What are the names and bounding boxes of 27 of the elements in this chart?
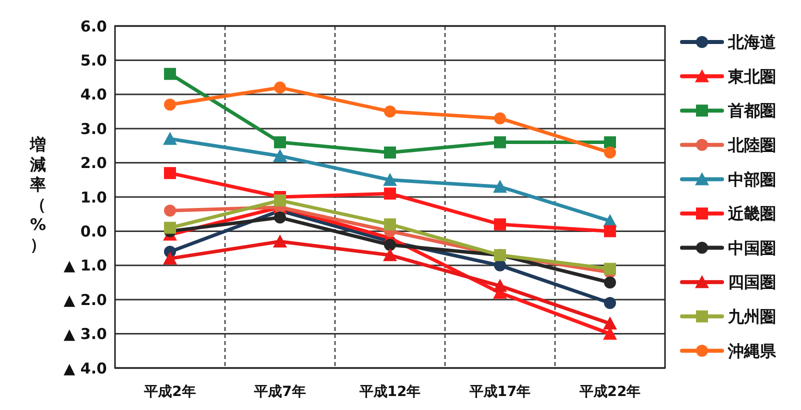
x-tick-label: 平成2年 bbox=[143, 384, 196, 400]
y-axis-title: 増減率（%） bbox=[29, 135, 46, 254]
y-tick-label: 3.0 bbox=[80, 120, 107, 138]
legend-label: 北陸圏 bbox=[727, 136, 776, 154]
x-tick-label: 平成7年 bbox=[253, 384, 306, 400]
y-tick-label: 4.0 bbox=[80, 86, 107, 104]
y-tick-label: ▲ 1.0 bbox=[64, 256, 107, 275]
legend-label: 中国圏 bbox=[728, 238, 776, 258]
x-tick-label: 平成17年 bbox=[468, 384, 531, 400]
y-tick-label: ▲ 3.0 bbox=[64, 325, 107, 344]
x-tick-label: 平成22年 bbox=[578, 384, 641, 400]
legend-label: 北海道 bbox=[727, 32, 777, 52]
legend-label: 首都圏 bbox=[727, 101, 776, 120]
legend-label: 九州圏 bbox=[727, 307, 776, 326]
y-tick-label: 6.0 bbox=[80, 17, 107, 36]
y-tick-label: 5.0 bbox=[80, 51, 107, 70]
x-tick-label: 平成12年 bbox=[358, 384, 421, 400]
legend-label: 沖縄県 bbox=[727, 341, 777, 360]
y-tick-label: 2.0 bbox=[80, 154, 107, 172]
y-tick-label: ▲ 2.0 bbox=[64, 290, 107, 309]
legend-label: 近畿圏 bbox=[727, 204, 776, 224]
legend-label: 東北圏 bbox=[727, 66, 776, 86]
y-tick-label: 1.0 bbox=[80, 188, 107, 206]
y-tick-label: ▲ 4.0 bbox=[64, 359, 107, 378]
y-tick-label: 0.0 bbox=[80, 222, 107, 240]
legend-label: 四国圏 bbox=[728, 272, 776, 292]
legend-label: 中部圏 bbox=[728, 170, 776, 189]
